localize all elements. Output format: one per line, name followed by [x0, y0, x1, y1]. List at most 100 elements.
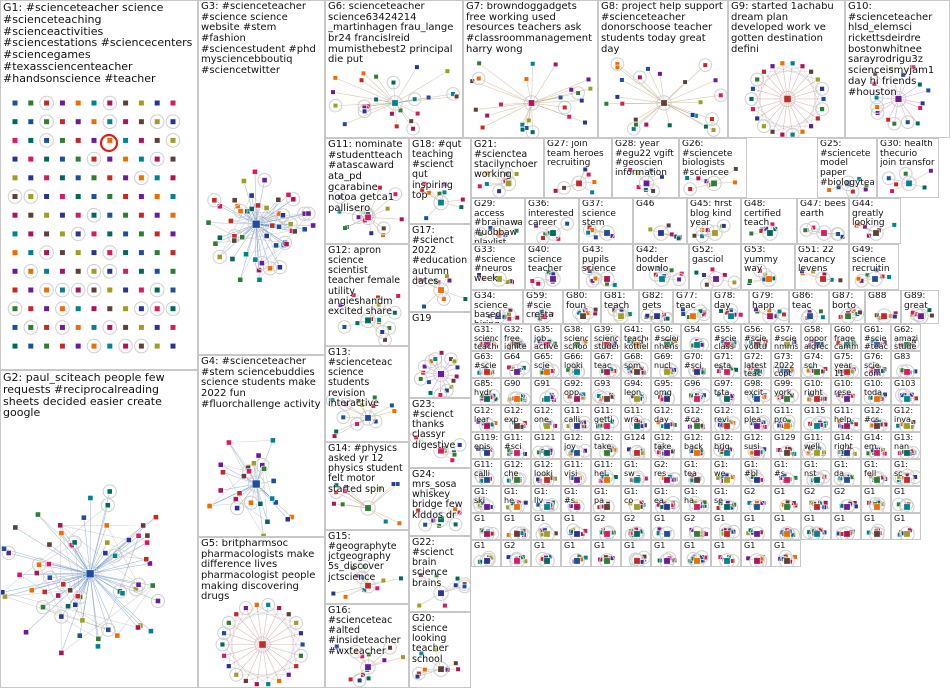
cluster-graph — [7, 95, 181, 354]
cluster-g17: G17: #scienct 2022 #education autumn dat… — [409, 224, 471, 312]
node-halo — [360, 410, 376, 426]
cluster-label: G46 — [636, 200, 655, 209]
cluster-label: G93 — [594, 380, 611, 388]
cluster-g146: G1: da — [831, 459, 861, 486]
node-halo — [413, 273, 428, 287]
node — [358, 77, 365, 83]
node — [871, 81, 877, 87]
edge — [713, 168, 736, 184]
cluster-g149: G1: ski — [471, 486, 501, 513]
node — [813, 422, 821, 430]
node — [820, 229, 828, 237]
node — [342, 225, 348, 231]
node — [709, 116, 715, 122]
node-halo — [762, 225, 778, 241]
cluster-label: G2 — [594, 515, 606, 523]
edge — [74, 542, 83, 621]
edge — [89, 573, 141, 626]
node-halo — [7, 301, 23, 317]
cluster-g143: G1: #bl — [741, 459, 771, 486]
cluster-label: G1 — [534, 515, 546, 523]
cluster-label: G3: #scienceteacher #science science web… — [201, 2, 316, 77]
cluster-g85: G85: hydr — [471, 378, 501, 405]
node — [663, 557, 671, 565]
node — [169, 286, 177, 294]
cluster-label: G25: #sciencete model paper #biologytea — [820, 140, 874, 188]
node — [341, 324, 348, 330]
node — [269, 222, 276, 229]
edge — [617, 67, 665, 104]
cluster-g167: G1 — [561, 513, 591, 540]
edge — [617, 96, 665, 104]
cluster-label: G57: #scie nmms — [774, 326, 798, 351]
edge — [239, 199, 279, 280]
node — [342, 488, 348, 494]
node — [241, 473, 247, 480]
node — [298, 653, 304, 659]
cluster-graph — [826, 175, 870, 197]
cluster-label: G2 — [834, 488, 846, 496]
node-halo — [376, 221, 391, 236]
node — [549, 275, 557, 283]
node — [837, 277, 844, 283]
edge — [440, 586, 465, 594]
cluster-graph — [807, 337, 825, 350]
node — [921, 184, 928, 191]
node-halo — [70, 282, 86, 298]
edge — [228, 442, 261, 504]
cluster-g168: G2 — [591, 513, 621, 540]
cluster-g83: G83 — [891, 351, 921, 378]
edge — [639, 77, 665, 104]
node — [506, 316, 512, 322]
node — [415, 110, 421, 117]
node — [592, 275, 599, 282]
node — [657, 229, 665, 237]
node — [903, 171, 909, 177]
node — [415, 507, 421, 514]
edge — [336, 485, 369, 509]
node — [75, 137, 82, 144]
node — [27, 99, 34, 107]
cluster-g148: G1: sc — [891, 459, 921, 486]
cluster-label: G9: started 1achabu dream plan developed… — [731, 2, 834, 55]
cluster-label: G70: #sci — [684, 353, 704, 370]
node-halo — [448, 502, 462, 516]
cluster-graph — [413, 350, 461, 397]
node-halo — [845, 184, 860, 197]
node-halo — [107, 548, 123, 563]
cluster-g187: G1 — [711, 540, 741, 567]
node — [888, 66, 894, 72]
node — [365, 675, 372, 681]
cluster-g113: G11: plea — [741, 405, 771, 432]
cluster-label: G12: #cs — [864, 407, 884, 424]
node-halo — [378, 333, 392, 345]
cluster-graph — [333, 185, 405, 238]
node — [753, 557, 761, 565]
node — [75, 156, 82, 163]
cluster-label: G78: day — [714, 292, 736, 311]
node — [557, 94, 564, 101]
node — [27, 342, 34, 350]
node — [36, 561, 43, 568]
node — [636, 184, 642, 190]
node — [40, 604, 46, 611]
node — [929, 312, 935, 319]
edge — [787, 98, 803, 132]
cluster-graph — [640, 308, 672, 323]
cluster-g121: G121 — [531, 432, 561, 459]
node-halo — [73, 589, 88, 605]
node-halo — [869, 90, 884, 105]
edge — [526, 102, 532, 129]
node-halo — [102, 245, 118, 260]
node — [676, 276, 682, 283]
edge — [752, 63, 793, 90]
cluster-g188: G1 — [741, 540, 771, 567]
node-halo — [444, 352, 458, 366]
node-halo — [149, 151, 165, 167]
node — [104, 502, 111, 509]
edge — [262, 644, 269, 685]
edge — [367, 217, 402, 220]
node-halo — [753, 263, 767, 278]
node-halo — [831, 227, 845, 241]
node-halo — [707, 225, 723, 241]
